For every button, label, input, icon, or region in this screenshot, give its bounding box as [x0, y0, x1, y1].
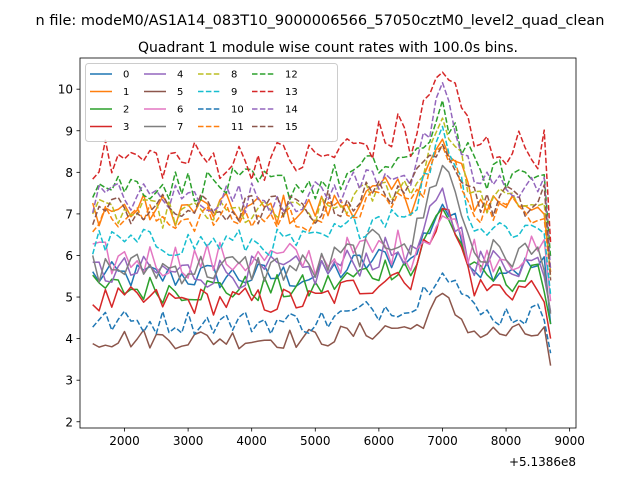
y-tick-label: 8 — [65, 166, 73, 180]
chart-title: Quadrant 1 module wise count rates with … — [138, 40, 518, 56]
series-line-8 — [92, 117, 552, 277]
y-tick-label: 4 — [65, 332, 73, 346]
y-tick-label: 2 — [65, 415, 73, 429]
axes: 2000 3000 4000 5000 6000 7000 8000 9000 2 3 4 5 6 7 8 9… — [58, 57, 585, 448]
figure-suptitle: n file: modeM0/AS1A14_083T10_9000006566_… — [36, 13, 605, 29]
plot-lines — [91, 71, 552, 366]
x-tick-label: 8000 — [491, 434, 522, 448]
legend-label-5: 5 — [177, 87, 183, 98]
x-tick-label: 3000 — [173, 434, 204, 448]
x-tick-label: 4000 — [236, 434, 267, 448]
legend-label-10: 10 — [231, 105, 244, 116]
legend-label-13: 13 — [285, 87, 298, 98]
series-line-9 — [91, 125, 552, 296]
y-tick-label: 3 — [65, 374, 73, 388]
legend-label-12: 12 — [285, 70, 298, 81]
series-line-12 — [92, 99, 552, 258]
x-tick-label: 5000 — [300, 434, 331, 448]
x-tick-label: 7000 — [427, 434, 458, 448]
y-tick-label: 10 — [58, 83, 73, 97]
legend-label-8: 8 — [231, 70, 237, 81]
y-tick-label: 7 — [65, 207, 73, 221]
series-line-11 — [92, 145, 552, 277]
legend-label-9: 9 — [231, 87, 237, 98]
x-tick-label: 6000 — [364, 434, 395, 448]
legend-label-0: 0 — [123, 70, 129, 81]
legend-label-15: 15 — [285, 122, 298, 133]
legend-label-3: 3 — [123, 122, 129, 133]
y-tick-label: 5 — [65, 291, 73, 305]
legend-label-1: 1 — [123, 87, 129, 98]
legend-label-14: 14 — [285, 105, 298, 116]
x-tick-label: 9000 — [554, 434, 585, 448]
legend-label-2: 2 — [123, 105, 129, 116]
legend-box — [85, 63, 338, 142]
legend-label-4: 4 — [177, 70, 183, 81]
legend-label-6: 6 — [177, 105, 183, 116]
y-tick-label: 9 — [65, 124, 73, 138]
series-line-5 — [92, 292, 552, 366]
series-line-7 — [91, 164, 552, 314]
legend-label-7: 7 — [177, 122, 183, 133]
series-line-6 — [92, 215, 552, 302]
series-line-3 — [92, 207, 552, 339]
x-offset-label: +5.1386e8 — [509, 455, 576, 469]
legend-label-11: 11 — [231, 122, 244, 133]
series-line-13 — [92, 71, 552, 244]
plot-frame — [79, 57, 577, 429]
series-line-1 — [91, 138, 552, 273]
y-tick-label: 6 — [65, 249, 73, 263]
series-line-10 — [92, 272, 552, 354]
series-line-15 — [91, 143, 552, 281]
x-tick-label: 2000 — [109, 434, 140, 448]
